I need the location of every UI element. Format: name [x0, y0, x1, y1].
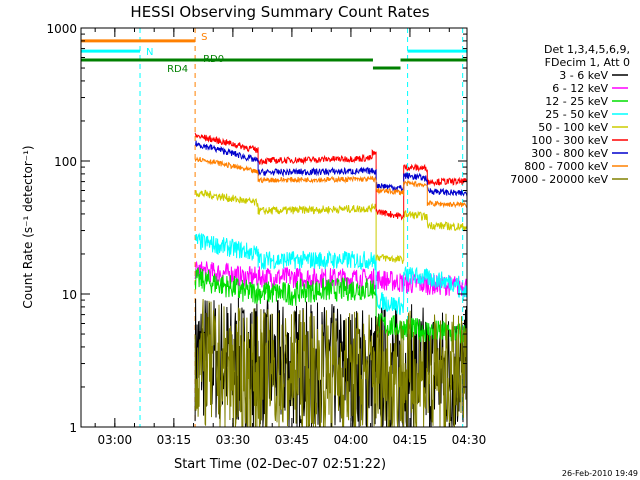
x-tick-label-5: 04:15: [393, 433, 428, 447]
x-tick-label-1: 03:15: [157, 433, 192, 447]
legend-entry-label-3: 25 - 50 keV: [545, 108, 608, 121]
legend-entry-label-2: 12 - 25 keV: [545, 95, 608, 108]
flag-label-n: N: [146, 47, 153, 58]
legend-entry-label-6: 300 - 800 keV: [531, 147, 608, 160]
x-tick-label-4: 04:00: [334, 433, 369, 447]
y-axis-label: Count Rate (s⁻¹ detector⁻¹): [21, 145, 35, 308]
legend-header-line-1: Det 1,3,4,5,6,9,: [544, 43, 630, 56]
plot-area: S N RD0 RD4: [81, 28, 468, 428]
legend-header-line-2: FDecim 1, Att 0: [545, 56, 630, 69]
legend-entry-label-0: 3 - 6 keV: [559, 69, 608, 82]
y-tick-label-1: 10: [62, 288, 77, 302]
x-tick-label-6: 04:30: [452, 433, 487, 447]
series-line-5: [194, 132, 468, 221]
legend-entry-label-5: 100 - 300 keV: [531, 134, 608, 147]
y-tick-label-3: 1000: [46, 22, 77, 36]
x-tick-label-0: 03:00: [98, 433, 133, 447]
footer-date: 26-Feb-2010 19:49: [562, 469, 638, 478]
series-line-6: [194, 140, 468, 197]
series-line-7: [194, 156, 468, 209]
y-tick-label-2: 100: [54, 155, 77, 169]
series-line-4: [194, 189, 468, 264]
flag-label-rd0: RD0: [203, 54, 224, 65]
x-tick-label-3: 03:45: [275, 433, 310, 447]
x-axis-label: Start Time (02-Dec-07 02:51:22): [174, 457, 386, 472]
flag-label-s: S: [201, 32, 207, 43]
legend-entry-label-7: 800 - 7000 keV: [524, 160, 608, 173]
legend-entry-label-4: 50 - 100 keV: [538, 121, 608, 134]
series-line-3: [194, 232, 468, 316]
axes: 1 10 100 1000 03:00 03:15 03:30 03:45 04:00 04:15…: [46, 22, 486, 447]
flag-label-rd4: RD4: [167, 64, 188, 75]
x-tick-label-2: 03:30: [216, 433, 251, 447]
chart-title: HESSI Observing Summary Count Rates: [130, 3, 429, 21]
legend-entry-label-1: 6 - 12 keV: [552, 82, 608, 95]
legend-entry-label-8: 7000 - 20000 keV: [510, 173, 608, 186]
series-line-1: [194, 260, 468, 298]
y-tick-label-0: 1: [69, 421, 77, 435]
legend: Det 1,3,4,5,6,9, FDecim 1, Att 0 3 - 6 k…: [510, 43, 630, 186]
plot-frame: [80, 27, 468, 428]
series-line-2: [194, 266, 468, 345]
